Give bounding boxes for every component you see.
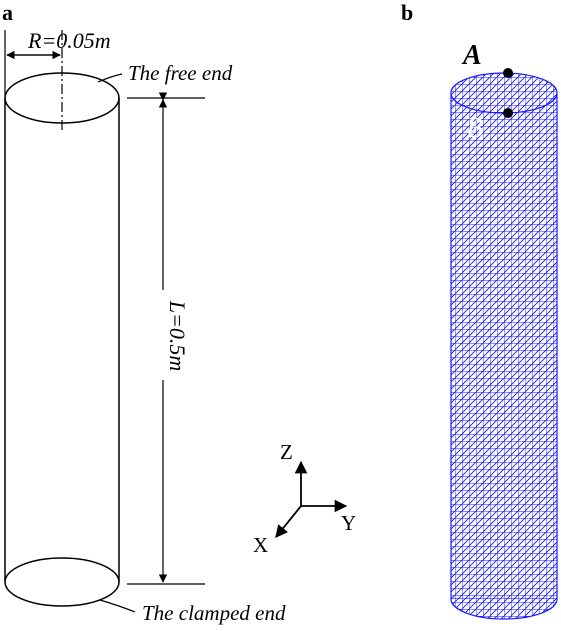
coordinate-axes [275, 460, 348, 538]
x-axis-arrow [275, 505, 302, 538]
z-axis-label: Z [280, 440, 293, 464]
bottom-ellipse [4, 557, 120, 607]
free-end-label: The free end [128, 61, 233, 85]
point-b-marker [503, 108, 513, 118]
mesh-body [450, 92, 558, 600]
radius-dimension: R=0.05m [4, 28, 111, 130]
radius-label: R=0.05m [27, 28, 111, 53]
mesh-top-cap [450, 72, 558, 114]
point-a-label: A [461, 40, 482, 71]
length-dimension [127, 92, 205, 585]
panel-a-label: a [2, 0, 13, 25]
meshed-cylinder [450, 72, 558, 620]
clamped-end-leader [99, 599, 136, 613]
free-end-leader [97, 73, 123, 83]
mesh-bottom-curve [450, 598, 558, 620]
clamped-end-label: The clamped end [142, 601, 286, 625]
point-a-marker [503, 68, 513, 78]
x-axis-label: X [253, 533, 268, 557]
panel-b-label: b [401, 0, 413, 25]
length-label: L=0.5m [165, 300, 190, 371]
panel-a: a R=0.05m The free end The clamped end [2, 0, 356, 625]
point-b-label: B [466, 113, 483, 144]
cylinder-outline [4, 72, 120, 607]
y-axis-label: Y [341, 511, 356, 535]
panel-b: b A B [401, 0, 558, 620]
